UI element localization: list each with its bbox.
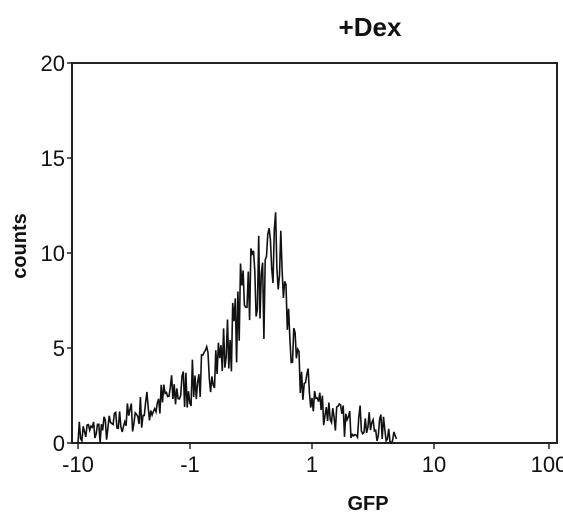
x-axis-label: GFP — [347, 493, 388, 515]
y-tick-label: 5 — [53, 336, 65, 361]
histogram-trace — [77, 212, 398, 445]
x-tick-label: 1 — [306, 452, 318, 477]
x-tick-label: 100 — [531, 452, 563, 477]
x-tick-label: 10 — [422, 452, 446, 477]
x-axis: -10 -1 1 10 100 — [62, 442, 563, 477]
y-axis-label: counts — [9, 213, 31, 279]
x-tick-label: -1 — [180, 452, 200, 477]
y-tick-label: 15 — [41, 146, 65, 171]
x-tick-label: -10 — [62, 452, 94, 477]
y-tick-label: 20 — [41, 51, 65, 76]
chart-title: +Dex — [339, 12, 402, 42]
y-tick-label: 0 — [53, 431, 65, 456]
plot-frame — [71, 62, 558, 444]
y-axis: 0 5 10 15 20 — [41, 51, 73, 456]
y-tick-label: 10 — [41, 241, 65, 266]
